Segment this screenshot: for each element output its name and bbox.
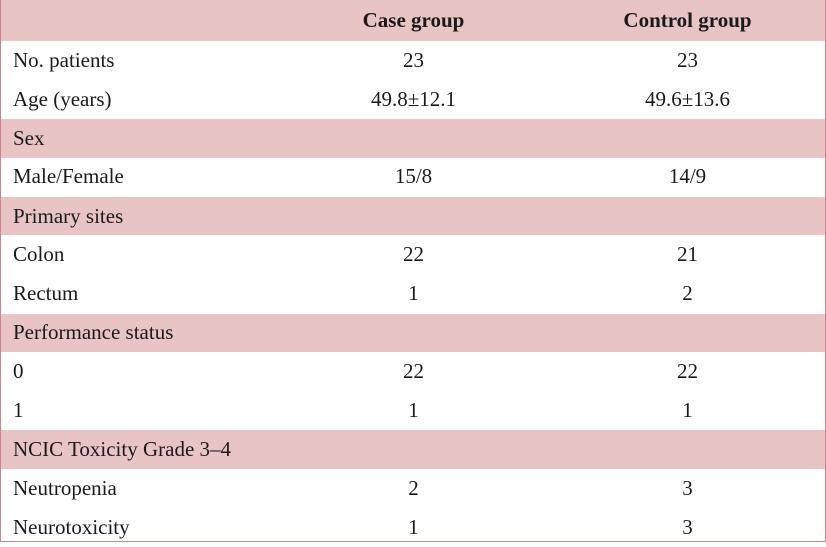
case-value: 22: [403, 359, 424, 384]
case-value: 1: [408, 514, 419, 539]
control-value: 14/9: [668, 164, 707, 189]
row-label: 0: [13, 359, 24, 384]
section-label: Performance status: [1, 312, 825, 353]
table-row: Rectum 1 2: [1, 274, 825, 313]
case-value: 49.8±12.1: [370, 86, 457, 111]
header-case-group: Case group: [362, 8, 465, 32]
row-label: Male/Female: [13, 164, 124, 189]
table-row: Male/Female 15/8 14/9: [1, 158, 825, 197]
control-value: 49.6±13.6: [644, 86, 731, 111]
table-row: Colon 22 21: [1, 235, 825, 274]
section-header-row: Sex: [1, 118, 825, 158]
section-header-row: Primary sites: [1, 196, 825, 236]
case-value: 22: [403, 242, 424, 267]
table-row: Neurotoxicity 1 3: [1, 508, 825, 547]
row-label: Neutropenia: [13, 475, 117, 500]
row-label: No. patients: [13, 47, 115, 72]
case-value: 1: [408, 281, 419, 306]
control-value: 1: [682, 397, 693, 422]
header-control-group: Control group: [623, 8, 752, 32]
control-value: 3: [682, 475, 693, 500]
case-value: 1: [408, 397, 419, 422]
section-label: Primary sites: [1, 196, 825, 236]
row-label: Age (years): [13, 86, 112, 111]
case-value: 15/8: [394, 164, 433, 189]
case-value: 2: [408, 475, 419, 500]
control-value: 3: [682, 514, 693, 539]
control-value: 21: [677, 242, 698, 267]
control-value: 22: [677, 359, 698, 384]
table-row: 1 1 1: [1, 391, 825, 430]
row-label: Neurotoxicity: [13, 514, 130, 539]
section-label: NCIC Toxicity Grade 3–4: [1, 429, 825, 469]
control-value: 2: [682, 281, 693, 306]
table-row: No. patients 23 23: [1, 41, 825, 80]
header-empty-cell: [1, 0, 277, 41]
section-label: Sex: [1, 118, 825, 158]
case-value: 23: [403, 47, 424, 72]
table-row: Neutropenia 2 3: [1, 469, 825, 508]
table-row: Age (years) 49.8±12.1 49.6±13.6: [1, 80, 825, 119]
row-label: Rectum: [13, 281, 79, 306]
table-row: 0 22 22: [1, 352, 825, 391]
row-label: Colon: [13, 242, 65, 267]
section-header-row: Performance status: [1, 312, 825, 353]
table-header-row: Case group Control group: [1, 0, 825, 41]
section-header-row: NCIC Toxicity Grade 3–4: [1, 429, 825, 469]
control-value: 23: [677, 47, 698, 72]
row-label: 1: [13, 397, 24, 422]
